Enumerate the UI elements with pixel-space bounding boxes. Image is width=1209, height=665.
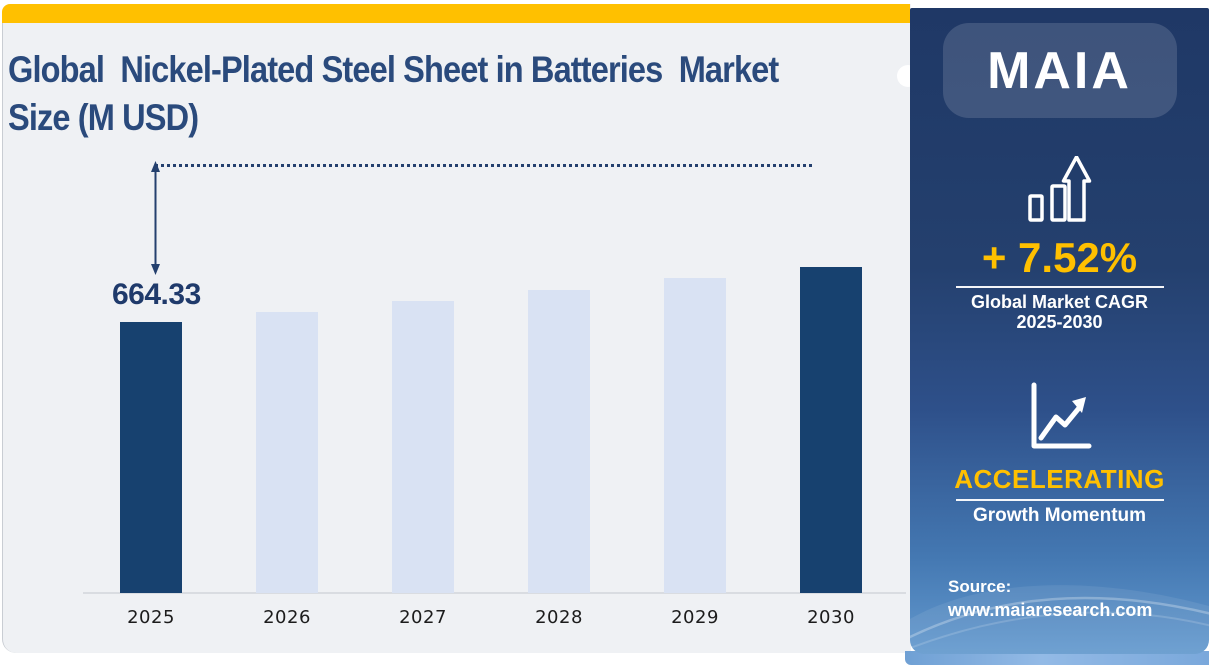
line-chart-growth-icon (1031, 382, 1091, 449)
source-block: Source: www.maiaresearch.com (948, 576, 1152, 622)
bar-2029 (664, 278, 726, 593)
cagr-label-line2: 2025-2030 (1016, 312, 1103, 332)
sidebar-bottom-strip (905, 651, 1209, 665)
value-label-2025: 664.33 (112, 278, 201, 311)
source-label: Source: (948, 577, 1012, 596)
cagr-value: + 7.52% (981, 234, 1138, 281)
x-tick-2029: 2029 (671, 607, 719, 628)
chart-title: Global Nickel-Plated Steel Sheet in Batt… (8, 49, 779, 138)
bar-2025 (120, 322, 182, 593)
x-tick-2025: 2025 (127, 607, 175, 628)
bar-2030 (800, 267, 862, 593)
divider-line-2 (955, 499, 1164, 501)
bar-2027 (392, 301, 454, 593)
x-tick-2028: 2028 (535, 607, 583, 628)
cagr-label-line1: Global Market CAGR (970, 292, 1149, 312)
momentum-label: Growth Momentum (972, 505, 1147, 526)
brand-logo-text: MAIA (987, 41, 1132, 100)
sidebar: MAIA + 7.52% Global Market CAGR 2025-203… (910, 8, 1209, 654)
bar-chart-growth-icon (1027, 156, 1091, 222)
source-url-link[interactable]: www.maiaresearch.com (948, 600, 1153, 620)
bar-2028 (528, 290, 590, 593)
x-tick-2026: 2026 (263, 607, 311, 628)
x-tick-2027: 2027 (399, 607, 447, 628)
x-tick-2030: 2030 (807, 607, 855, 628)
momentum-value: ACCELERATING (954, 464, 1165, 494)
divider-line (955, 286, 1164, 288)
brand-logo-box: MAIA (942, 23, 1177, 118)
dimension-double-arrow (151, 161, 160, 275)
dimension-dotted-line (155, 164, 814, 167)
accent-topbar (2, 4, 910, 23)
x-axis-line (83, 592, 906, 594)
bar-2026 (256, 312, 318, 593)
